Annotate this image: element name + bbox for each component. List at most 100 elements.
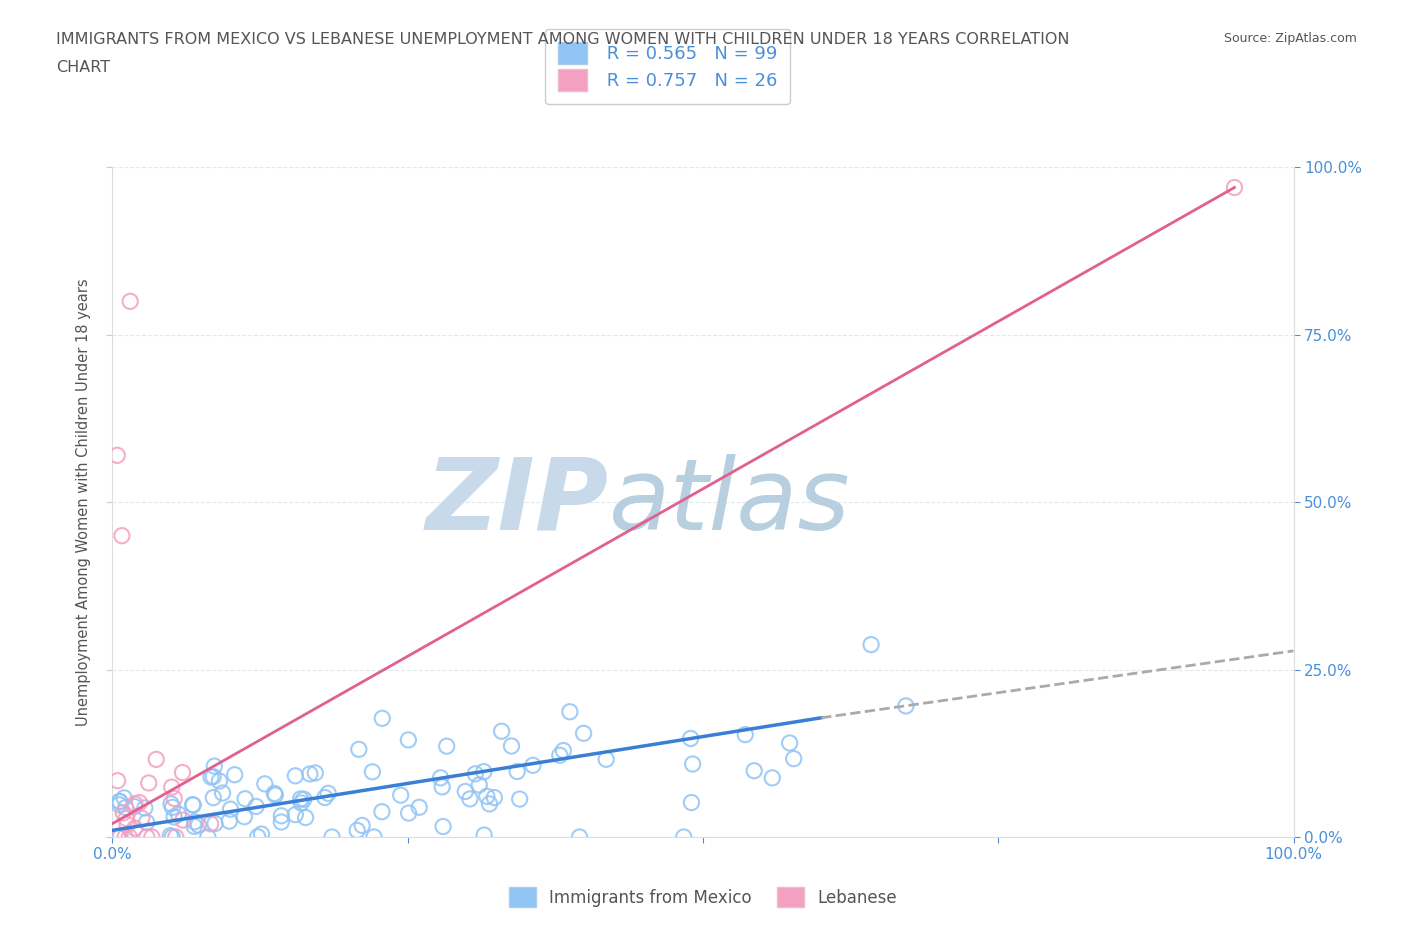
- Point: [472, 764, 495, 779]
- Point: [219, 802, 242, 817]
- Point: [165, 830, 187, 844]
- Point: [233, 809, 256, 824]
- Point: [108, 794, 131, 809]
- Point: [509, 791, 531, 806]
- Point: [263, 786, 285, 801]
- Point: [270, 815, 292, 830]
- Point: [114, 800, 136, 815]
- Point: [783, 751, 806, 766]
- Point: [679, 731, 702, 746]
- Point: [107, 830, 129, 844]
- Point: [316, 786, 339, 801]
- Point: [115, 817, 138, 832]
- Point: [108, 830, 131, 844]
- Point: [595, 751, 617, 766]
- Point: [478, 796, 501, 811]
- Point: [112, 805, 135, 820]
- Point: [346, 823, 368, 838]
- Point: [160, 779, 183, 794]
- Point: [371, 711, 394, 725]
- Point: [361, 764, 384, 779]
- Point: [107, 830, 129, 844]
- Point: [118, 830, 141, 844]
- Point: [464, 766, 486, 781]
- Point: [204, 816, 226, 830]
- Point: [128, 795, 150, 810]
- Point: [294, 810, 316, 825]
- Point: [742, 764, 765, 778]
- Point: [135, 815, 157, 830]
- Point: [304, 765, 326, 780]
- Point: [314, 790, 336, 805]
- Point: [246, 830, 269, 844]
- Point: [172, 765, 194, 780]
- Point: [484, 790, 506, 805]
- Point: [197, 830, 219, 844]
- Point: [202, 759, 225, 774]
- Point: [894, 698, 917, 713]
- Point: [779, 736, 801, 751]
- Point: [163, 791, 186, 806]
- Point: [112, 790, 135, 805]
- Text: Source: ZipAtlas.com: Source: ZipAtlas.com: [1223, 32, 1357, 45]
- Point: [120, 294, 142, 309]
- Point: [160, 796, 183, 811]
- Text: atlas: atlas: [609, 454, 851, 551]
- Point: [115, 811, 138, 826]
- Point: [436, 738, 458, 753]
- Point: [558, 704, 581, 719]
- Point: [208, 774, 231, 789]
- Point: [396, 733, 419, 748]
- Point: [321, 830, 343, 844]
- Point: [200, 769, 222, 784]
- Point: [270, 808, 292, 823]
- Point: [284, 807, 307, 822]
- Point: [290, 791, 312, 806]
- Point: [458, 791, 481, 806]
- Point: [183, 819, 205, 834]
- Point: [224, 767, 246, 782]
- Point: [506, 764, 529, 779]
- Legend: Immigrants from Mexico, Lebanese: Immigrants from Mexico, Lebanese: [501, 879, 905, 916]
- Point: [491, 724, 513, 738]
- Point: [218, 814, 240, 829]
- Point: [172, 813, 194, 828]
- Point: [553, 743, 575, 758]
- Point: [181, 797, 204, 812]
- Point: [389, 788, 412, 803]
- Point: [124, 820, 146, 835]
- Y-axis label: Unemployment Among Women with Children Under 18 years: Unemployment Among Women with Children U…: [76, 278, 91, 726]
- Point: [163, 809, 186, 824]
- Text: IMMIGRANTS FROM MEXICO VS LEBANESE UNEMPLOYMENT AMONG WOMEN WITH CHILDREN UNDER : IMMIGRANTS FROM MEXICO VS LEBANESE UNEMP…: [56, 32, 1070, 46]
- Point: [522, 758, 544, 773]
- Point: [371, 804, 394, 819]
- Point: [131, 811, 153, 826]
- Text: CHART: CHART: [56, 60, 110, 74]
- Point: [114, 830, 136, 844]
- Point: [107, 773, 129, 788]
- Point: [264, 788, 287, 803]
- Point: [568, 830, 591, 844]
- Point: [475, 789, 498, 804]
- Point: [162, 830, 184, 844]
- Text: ZIP: ZIP: [426, 454, 609, 551]
- Point: [672, 830, 695, 844]
- Point: [408, 800, 430, 815]
- Point: [1223, 180, 1246, 195]
- Point: [472, 828, 495, 843]
- Point: [682, 757, 704, 772]
- Point: [250, 827, 273, 842]
- Point: [200, 817, 222, 831]
- Point: [363, 830, 385, 844]
- Point: [211, 786, 233, 801]
- Point: [681, 795, 703, 810]
- Point: [111, 528, 134, 543]
- Point: [138, 776, 160, 790]
- Point: [233, 791, 256, 806]
- Point: [253, 777, 276, 791]
- Point: [141, 830, 163, 844]
- Point: [108, 794, 131, 809]
- Point: [135, 830, 157, 844]
- Point: [430, 779, 453, 794]
- Point: [107, 830, 129, 844]
